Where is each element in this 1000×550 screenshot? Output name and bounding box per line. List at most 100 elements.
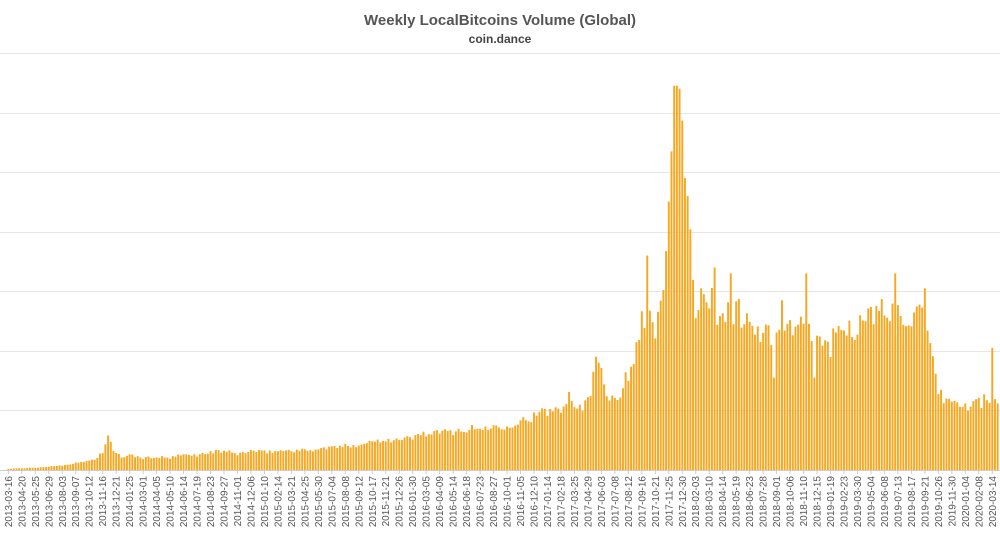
bar-2014-03-01[interactable] <box>142 459 145 470</box>
bar-2017-05-27[interactable] <box>597 362 600 470</box>
bar-2013-03-30[interactable] <box>12 468 15 470</box>
bar-2019-01-19[interactable] <box>829 357 832 470</box>
bar-2015-02-14[interactable] <box>276 451 279 470</box>
bar-2017-01-14[interactable] <box>546 415 549 470</box>
bar-2015-12-12[interactable] <box>392 440 395 470</box>
bar-2014-09-06[interactable] <box>214 449 217 470</box>
bar-2014-03-08[interactable] <box>144 456 147 470</box>
bar-2019-05-11[interactable] <box>872 324 875 470</box>
bar-2016-04-09[interactable] <box>438 433 441 470</box>
bar-2019-11-16[interactable] <box>945 398 948 470</box>
bar-2013-09-21[interactable] <box>80 462 83 470</box>
bar-2015-03-14[interactable] <box>287 449 290 470</box>
bar-2019-08-03[interactable] <box>905 326 907 470</box>
bar-2018-07-14[interactable] <box>756 326 759 470</box>
bar-2013-08-03[interactable] <box>61 465 64 470</box>
bar-2016-03-19[interactable] <box>430 434 433 470</box>
bar-2016-08-13[interactable] <box>487 430 490 470</box>
bar-2013-08-31[interactable] <box>72 463 75 470</box>
bar-2018-04-14[interactable] <box>721 313 724 470</box>
bar-2016-08-27[interactable] <box>492 425 495 470</box>
bar-2018-02-24[interactable] <box>702 294 705 470</box>
bar-2013-07-20[interactable] <box>55 465 58 470</box>
bar-2018-09-29[interactable] <box>786 323 789 470</box>
bar-2016-05-07[interactable] <box>449 430 452 470</box>
bar-2013-09-07[interactable] <box>74 462 77 470</box>
bar-2013-06-15[interactable] <box>42 467 45 470</box>
bar-2019-11-23[interactable] <box>948 398 951 470</box>
bar-2016-02-20[interactable] <box>419 435 422 470</box>
bar-2016-03-12[interactable] <box>427 434 430 470</box>
bar-2013-07-27[interactable] <box>58 465 61 470</box>
bar-2014-07-19[interactable] <box>196 456 199 470</box>
bar-2014-10-04[interactable] <box>225 451 228 470</box>
bar-2019-03-02[interactable] <box>845 335 848 470</box>
bar-2019-04-20[interactable] <box>864 321 867 470</box>
bar-2020-03-14[interactable] <box>991 347 994 470</box>
bar-2019-10-26[interactable] <box>937 394 940 470</box>
bar-2014-10-18[interactable] <box>231 452 234 470</box>
bar-2014-05-24[interactable] <box>174 456 177 470</box>
bar-2018-12-01[interactable] <box>810 341 813 470</box>
bar-2013-05-04[interactable] <box>26 467 29 470</box>
bar-2017-08-12[interactable] <box>627 380 630 470</box>
bar-2020-02-15[interactable] <box>980 407 983 470</box>
bar-2015-11-07[interactable] <box>379 442 382 470</box>
bar-2019-10-05[interactable] <box>929 343 932 470</box>
bar-2020-02-01[interactable] <box>975 399 978 470</box>
bar-2015-02-28[interactable] <box>282 451 285 470</box>
bar-2016-12-24[interactable] <box>538 411 541 470</box>
bar-2015-04-11[interactable] <box>298 450 301 470</box>
bar-2018-12-08[interactable] <box>813 377 816 470</box>
bar-2018-08-04[interactable] <box>764 324 767 470</box>
bar-2017-07-29[interactable] <box>621 388 624 470</box>
bar-2019-03-09[interactable] <box>848 320 851 470</box>
bar-2017-10-14[interactable] <box>651 322 654 470</box>
bar-2015-08-29[interactable] <box>352 445 355 470</box>
bar-2019-06-01[interactable] <box>880 299 883 470</box>
bar-2017-02-25[interactable] <box>562 406 565 470</box>
bar-2015-12-05[interactable] <box>390 442 393 470</box>
bar-2019-01-12[interactable] <box>826 341 829 470</box>
bar-2016-12-03[interactable] <box>530 422 533 470</box>
bar-2019-05-04[interactable] <box>869 306 872 470</box>
bar-2015-09-12[interactable] <box>357 445 360 470</box>
bar-2017-05-06[interactable] <box>589 395 592 470</box>
bar-2020-03-21[interactable] <box>993 399 996 470</box>
bar-2019-11-30[interactable] <box>950 401 953 470</box>
bar-2014-03-15[interactable] <box>147 456 150 470</box>
bar-2013-10-26[interactable] <box>93 459 96 470</box>
bar-2017-06-03[interactable] <box>600 368 603 470</box>
bar-2016-10-01[interactable] <box>506 426 509 470</box>
bar-2016-12-17[interactable] <box>535 415 538 470</box>
bar-2017-04-01[interactable] <box>576 408 579 470</box>
bar-2015-06-13[interactable] <box>322 447 325 470</box>
bar-2015-05-09[interactable] <box>309 450 312 470</box>
bar-2018-11-24[interactable] <box>807 323 810 470</box>
bar-2018-05-05[interactable] <box>729 273 732 470</box>
bar-2017-05-13[interactable] <box>592 371 595 470</box>
bar-2015-05-02[interactable] <box>306 450 309 470</box>
bar-2020-01-11[interactable] <box>967 410 969 470</box>
bar-2019-08-10[interactable] <box>907 325 910 470</box>
bar-2014-04-26[interactable] <box>163 457 166 470</box>
bar-2017-08-26[interactable] <box>632 364 635 470</box>
bar-2016-12-31[interactable] <box>541 408 544 470</box>
bar-2016-05-28[interactable] <box>457 428 460 470</box>
bar-2014-03-22[interactable] <box>150 458 153 470</box>
bar-2020-02-22[interactable] <box>983 394 986 470</box>
bar-2014-08-30[interactable] <box>212 453 215 470</box>
bar-2015-11-14[interactable] <box>382 440 385 470</box>
bar-2019-03-30[interactable] <box>856 334 859 470</box>
bar-2015-06-27[interactable] <box>328 446 331 470</box>
bar-2018-06-09[interactable] <box>743 324 746 470</box>
bar-2016-01-09[interactable] <box>403 437 406 470</box>
bar-2015-03-07[interactable] <box>285 450 287 470</box>
bar-2018-02-03[interactable] <box>694 318 697 470</box>
bar-2018-03-31[interactable] <box>716 324 719 470</box>
bar-2014-08-16[interactable] <box>206 453 209 470</box>
bar-2013-10-19[interactable] <box>90 459 93 470</box>
bar-2014-02-01[interactable] <box>131 454 134 470</box>
bar-2020-03-07[interactable] <box>988 402 991 470</box>
bar-2016-09-03[interactable] <box>495 425 498 471</box>
